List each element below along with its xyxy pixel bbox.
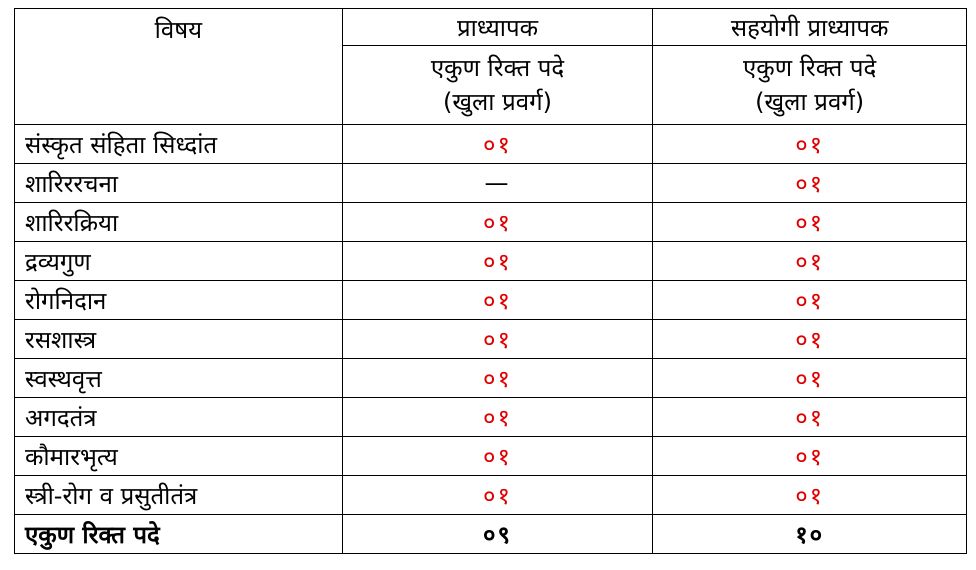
table-row: संस्कृत संहिता सिध्दांत ०१ ०१ (14, 124, 967, 164)
table-row: शारिरक्रिया ०१ ०१ (14, 202, 967, 242)
subject-cell: संस्कृत संहिता सिध्दांत (14, 124, 343, 164)
subject-cell: द्रव्यगुण (14, 241, 343, 281)
subject-cell: स्त्री-रोग व प्रसुतीतंत्र (14, 475, 343, 515)
subheader-total-label: एकुण रिक्त पदे (743, 54, 877, 82)
subject-cell: रोगनिदान (14, 280, 343, 320)
professor-value: ०१ (341, 319, 654, 359)
table-row: द्रव्यगुण ०१ ०१ (14, 241, 967, 281)
table-row: रसशास्त्र ०१ ०१ (14, 319, 967, 359)
vacancy-table: विषय प्राध्यापक सहयोगी प्राध्यापक एकुण र… (14, 8, 967, 554)
table-row: स्त्री-रोग व प्रसुतीतंत्र ०१ ०१ (14, 475, 967, 515)
subject-cell: शारिररचना (14, 163, 343, 203)
associate-value: ०१ (652, 319, 967, 359)
total-professor-value: ०९ (341, 514, 654, 554)
professor-value: ०१ (341, 436, 654, 476)
subject-cell: रसशास्त्र (14, 319, 343, 359)
professor-value: — (341, 163, 654, 203)
table-row: कौमारभृत्य ०१ ०१ (14, 436, 967, 476)
subject-cell: कौमारभृत्य (14, 436, 343, 476)
professor-value: ०१ (341, 202, 654, 242)
associate-value: ०१ (652, 124, 967, 164)
subject-cell: स्वस्थवृत्त (14, 358, 343, 398)
associate-value: ०१ (652, 241, 967, 281)
table-row: स्वस्थवृत्त ०१ ०१ (14, 358, 967, 398)
total-row: एकुण रिक्त पदे ०९ १० (14, 514, 967, 554)
header-subject: विषय (14, 8, 343, 125)
associate-value: ०१ (652, 163, 967, 203)
professor-value: ०१ (341, 280, 654, 320)
header-row: विषय प्राध्यापक सहयोगी प्राध्यापक (14, 8, 967, 125)
header-associate-professor: सहयोगी प्राध्यापक (652, 8, 967, 46)
table-row: शारिररचना — ०१ (14, 163, 967, 203)
associate-value: ०१ (652, 280, 967, 320)
professor-value: ०१ (341, 475, 654, 515)
professor-value: ०१ (341, 241, 654, 281)
total-associate-value: १० (652, 514, 967, 554)
subject-cell: अगदतंत्र (14, 397, 343, 437)
subject-cell: शारिरक्रिया (14, 202, 343, 242)
total-label: एकुण रिक्त पदे (14, 514, 343, 554)
table-row: अगदतंत्र ०१ ०१ (14, 397, 967, 437)
subheader-professor: एकुण रिक्त पदे (खुला प्रवर्ग) (341, 45, 654, 125)
subheader-category-label: (खुला प्रवर्ग) (755, 88, 865, 116)
associate-value: ०१ (652, 436, 967, 476)
associate-value: ०१ (652, 202, 967, 242)
subheader-category-label: (खुला प्रवर्ग) (443, 88, 553, 116)
subheader-associate: एकुण रिक्त पदे (खुला प्रवर्ग) (652, 45, 967, 125)
table-row: रोगनिदान ०१ ०१ (14, 280, 967, 320)
associate-value: ०१ (652, 475, 967, 515)
header-professor: प्राध्यापक (341, 8, 654, 46)
subheader-total-label: एकुण रिक्त पदे (430, 54, 565, 82)
associate-value: ०१ (652, 397, 967, 437)
professor-value: ०१ (341, 397, 654, 437)
professor-value: ०१ (341, 124, 654, 164)
associate-value: ०१ (652, 358, 967, 398)
professor-value: ०१ (341, 358, 654, 398)
